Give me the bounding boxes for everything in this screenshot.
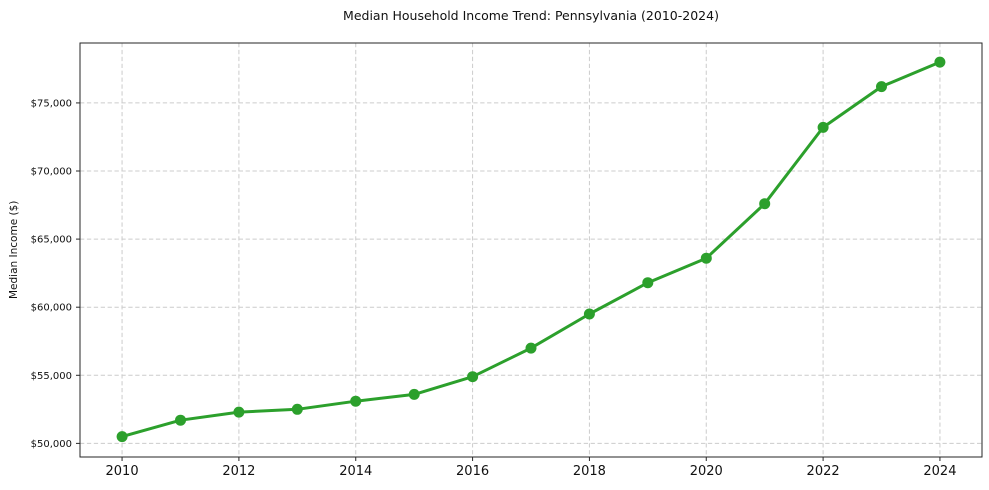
x-tick-label: 2022 [807,464,840,479]
x-tick-label: 2018 [573,464,606,479]
y-tick-label: $65,000 [31,235,72,246]
chart-title: Median Household Income Trend: Pennsylva… [343,8,719,23]
data-point-2015 [408,388,420,400]
y-tick-label: $60,000 [31,303,72,314]
data-point-2020 [700,252,712,264]
data-point-2011 [175,414,186,426]
data-point-2023 [876,81,887,93]
x-tick-label: 2016 [456,464,489,479]
data-point-2013 [291,403,303,415]
trend-line [120,60,942,439]
data-point-2010 [116,431,128,443]
x-tick-label: 2010 [106,464,139,479]
x-tick-label: 2024 [923,464,956,479]
data-point-2021 [759,198,771,210]
data-point-2022 [817,121,829,133]
data-point-2016 [467,371,479,383]
data-point-2012 [233,406,245,418]
data-point-2019 [642,277,654,289]
x-tick-label: 2012 [222,464,255,479]
y-tick-label: $70,000 [31,167,72,178]
data-point-2018 [583,308,595,320]
x-tick-label: 2014 [339,464,372,479]
plot-frame [79,42,983,458]
data-point-2017 [525,342,537,354]
x-tick-label: 2020 [690,464,723,479]
data-point-2014 [350,395,362,407]
y-tick-label: $55,000 [31,371,72,382]
y-tick-label: $75,000 [31,98,72,109]
data-point-2024 [934,56,946,68]
y-tick-label: $50,000 [31,439,72,450]
